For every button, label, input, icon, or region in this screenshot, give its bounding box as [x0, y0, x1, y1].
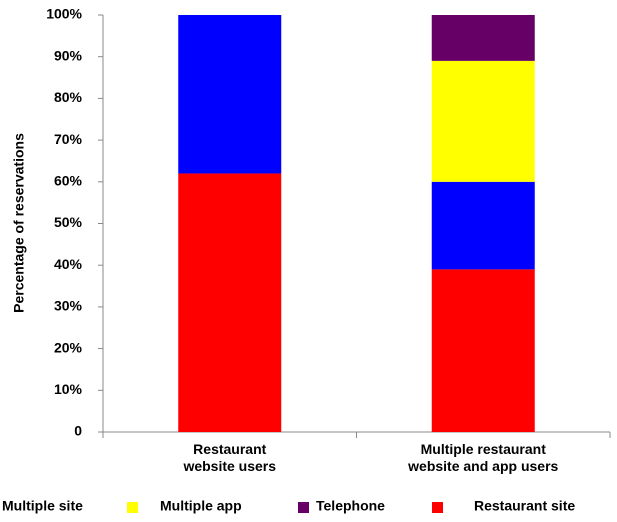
legend-swatch [127, 502, 138, 513]
y-tick-label: 60% [54, 173, 83, 189]
bar-segment [178, 15, 282, 174]
y-tick-label: 30% [54, 298, 83, 314]
bar-segment [431, 269, 535, 432]
y-tick-label: 100% [46, 6, 82, 22]
bar-segment [431, 60, 535, 182]
x-tick-label: Multiple restaurant website and app users [407, 441, 558, 474]
y-tick-label: 50% [54, 214, 83, 230]
legend-swatch [432, 502, 443, 513]
bar-segment [431, 15, 535, 61]
y-tick-label: 90% [54, 47, 83, 63]
legend-swatch [298, 502, 309, 513]
legend-label: Multiple app [160, 498, 242, 514]
y-tick-label: 0 [74, 423, 82, 439]
x-tick-label-line: Multiple restaurant [421, 441, 547, 457]
y-tick-label: 10% [54, 381, 83, 397]
y-tick-label: 80% [54, 89, 83, 105]
y-tick-label: 20% [54, 339, 83, 355]
y-tick-label: 70% [54, 131, 83, 147]
y-tick-label: 40% [54, 256, 83, 272]
x-tick-label: Restaurant website users [182, 441, 276, 474]
x-tick-label-line: Restaurant [193, 441, 266, 457]
x-tick-label-line: website and app users [407, 458, 558, 474]
legend-label: Multiple site [2, 498, 83, 514]
legend-label: Restaurant site [474, 498, 575, 514]
legend-label: Telephone [316, 498, 385, 514]
y-axis-label: Percentage of reservations [11, 133, 27, 313]
bar-segment [178, 173, 282, 432]
x-tick-label-line: website users [182, 458, 276, 474]
bar-segment [431, 181, 535, 270]
